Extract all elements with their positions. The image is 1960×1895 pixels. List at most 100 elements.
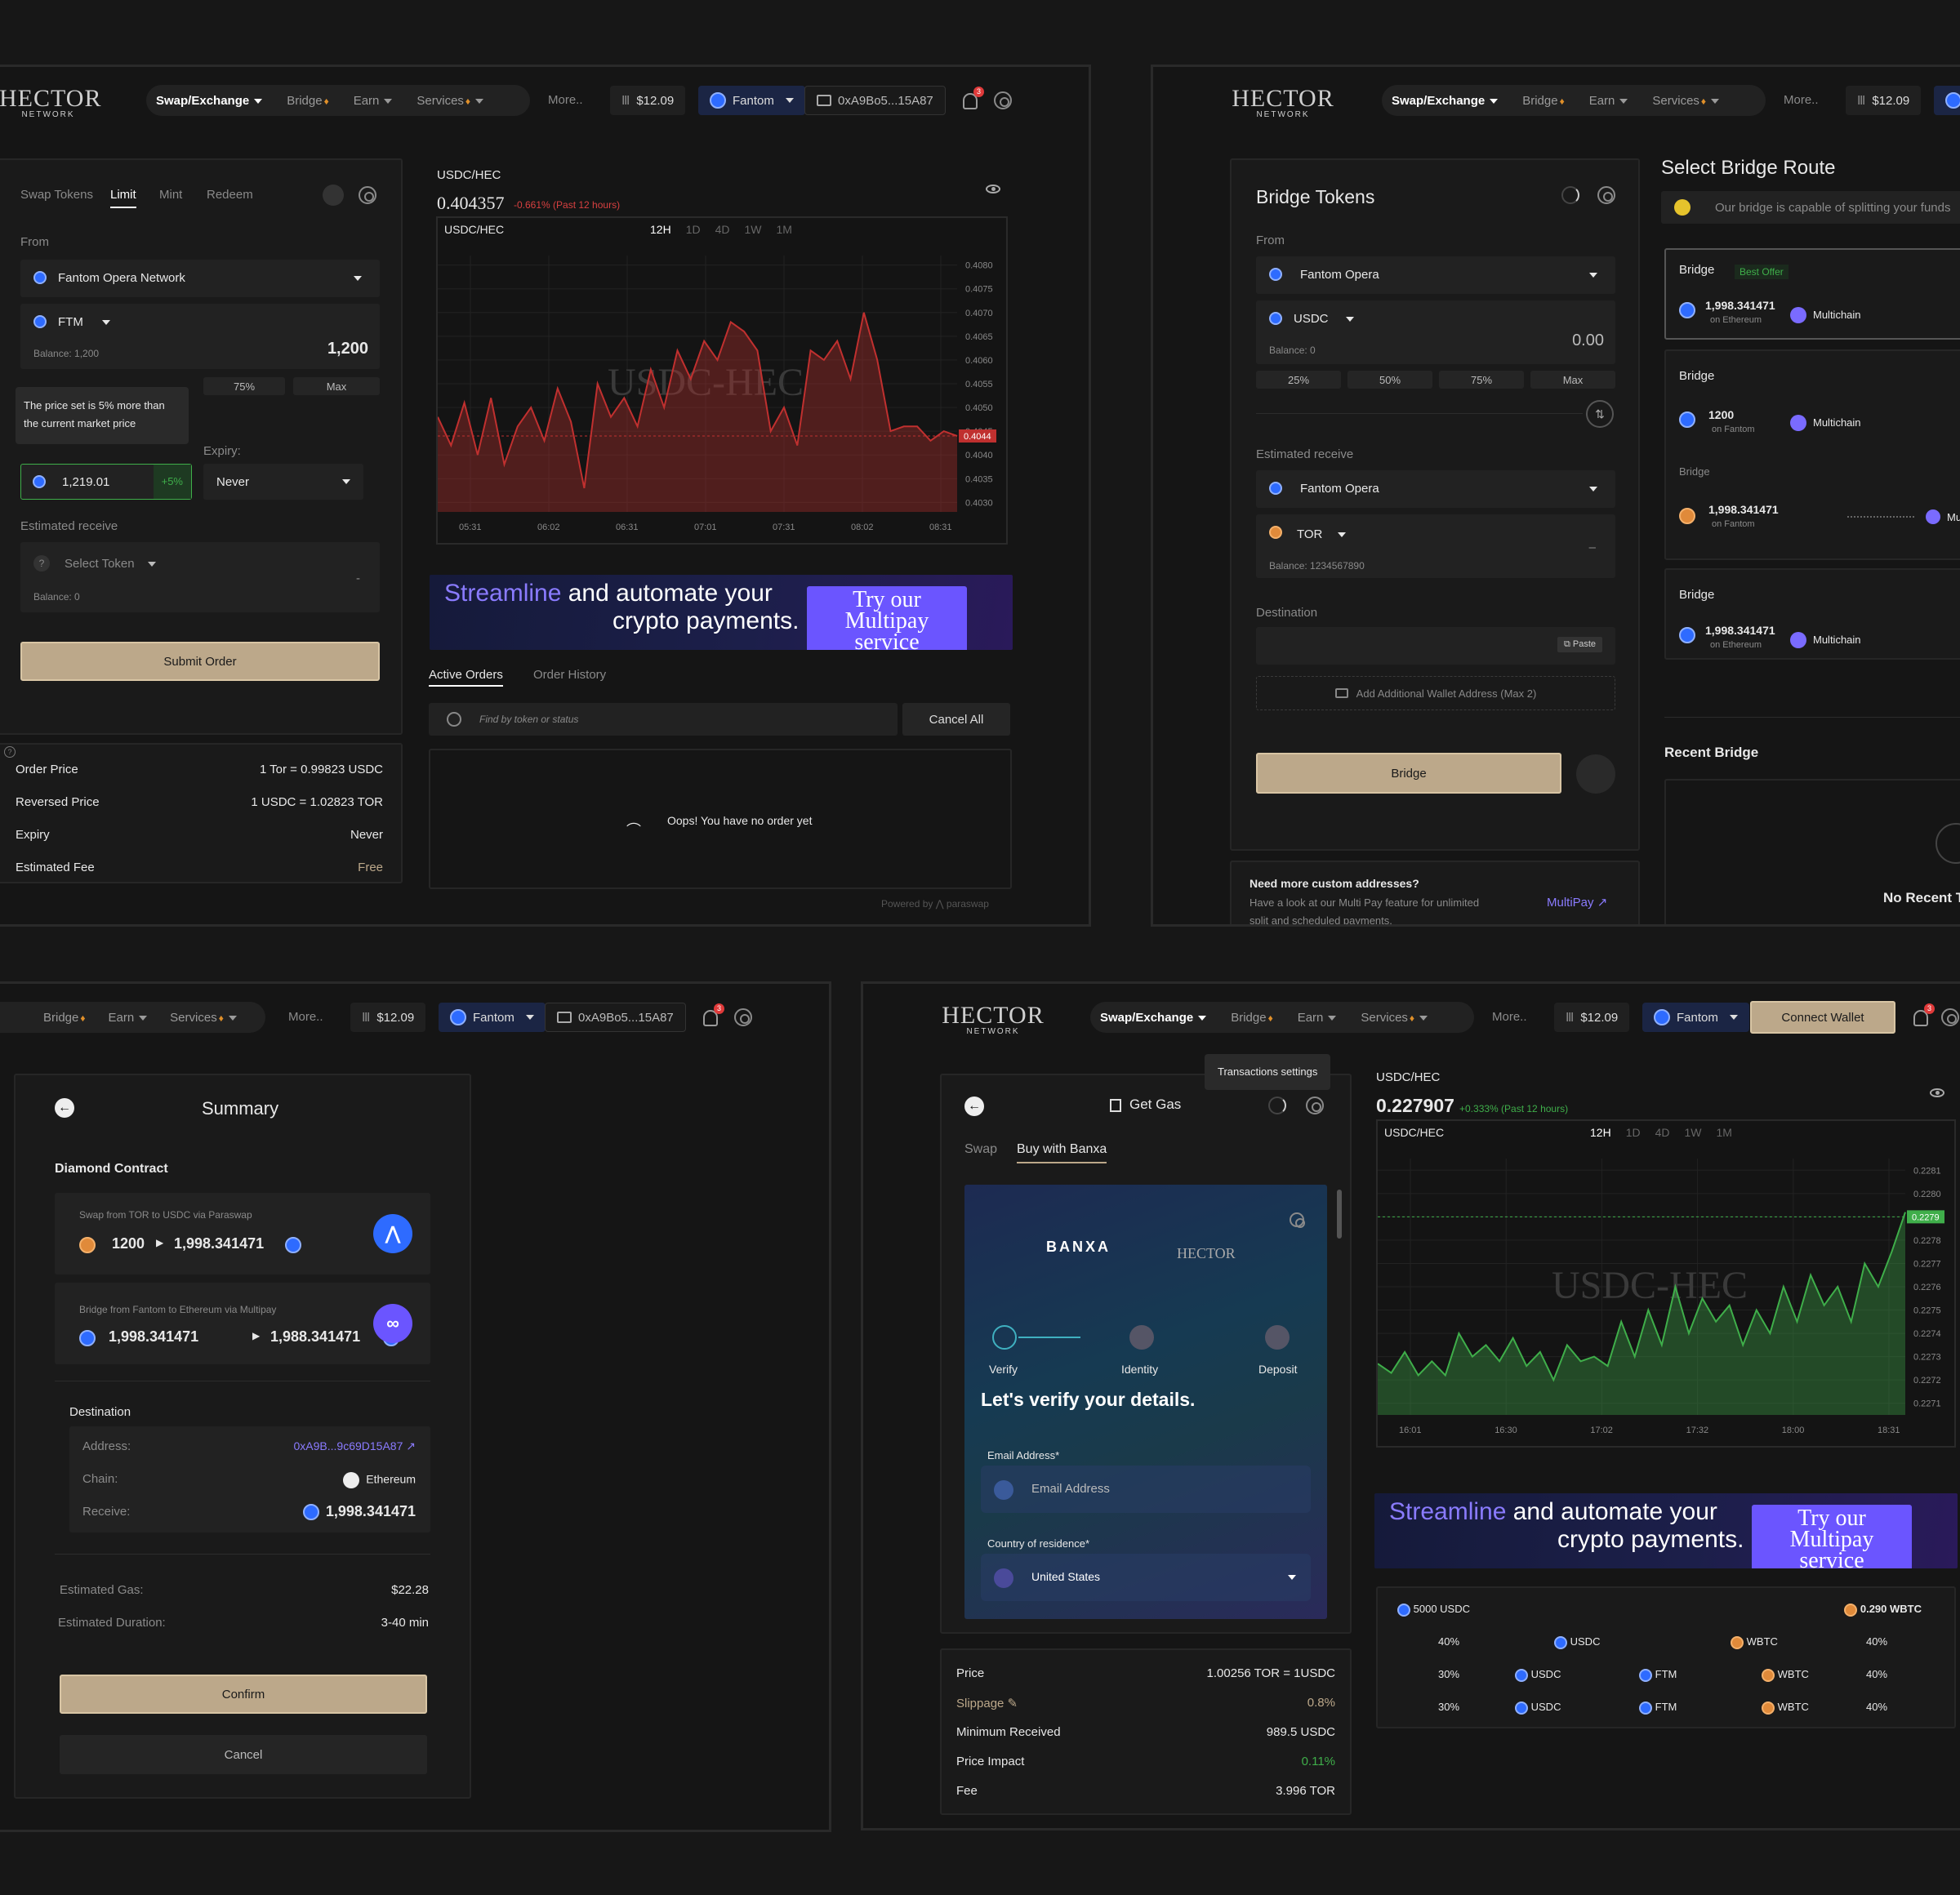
bridge-to-token[interactable]: TOR Balance: 1234567890 – [1256, 514, 1615, 578]
tab-limit[interactable]: Limit [110, 188, 136, 208]
range-12h[interactable]: 12H [650, 223, 671, 236]
route-card-3[interactable]: Bridge 1,998.341471 on Ethereum Multicha… [1664, 568, 1960, 660]
nav-more-d[interactable]: More.. [1492, 1010, 1527, 1024]
cancel-all-button[interactable]: Cancel All [902, 703, 1010, 736]
nav-more-b[interactable]: More.. [1784, 93, 1819, 107]
expiry-select[interactable]: Never [203, 464, 363, 500]
pair-label-b[interactable]: USDC/HEC [1376, 1070, 1441, 1084]
gas-icon[interactable] [323, 185, 344, 206]
nav-earn[interactable]: Earn [354, 94, 393, 108]
wallet-button[interactable]: 0xA9Bo5...15A87 [804, 86, 946, 115]
price-pct-badge: +5% [153, 465, 191, 499]
main-nav-d: Swap/Exchange Bridge ♦ Earn Services ♦ [1090, 1002, 1474, 1033]
bridge-to-network[interactable]: Fantom Opera [1256, 470, 1615, 508]
email-input[interactable]: Email Address [981, 1466, 1311, 1513]
network-select-b[interactable] [1934, 86, 1960, 115]
range-4d[interactable]: 4D [715, 223, 730, 236]
wallet-button-c[interactable]: 0xA9Bo5...15A87 [545, 1003, 686, 1032]
network-select[interactable]: Fantom [698, 86, 805, 115]
x-tick-label: 08:02 [851, 523, 874, 532]
price-chart-b: 0.2281 0.2280 0.2279 0.2278 0.2277 0.2276 0.22… [1378, 1159, 1944, 1435]
swap-settings-icon[interactable] [359, 186, 376, 204]
tab-mint[interactable]: Mint [159, 188, 183, 202]
confirm-button[interactable]: Confirm [60, 1675, 427, 1714]
network-select-d[interactable]: Fantom [1642, 1003, 1749, 1032]
hector-logo[interactable]: HECTOR NETWORK [0, 85, 102, 119]
slippage-edit[interactable]: Slippage ✎ [956, 1697, 1018, 1710]
settings-icon-d[interactable] [1941, 1008, 1959, 1026]
hector-logo-b[interactable]: HECTOR NETWORK [1232, 85, 1334, 119]
swap-direction-icon[interactable]: ⇅ [1586, 400, 1614, 428]
tab-active-orders[interactable]: Active Orders [429, 668, 503, 687]
tab-swap-gas[interactable]: Swap [964, 1142, 998, 1156]
back-icon-gas[interactable]: ← [964, 1097, 984, 1116]
tab-redeem[interactable]: Redeem [207, 188, 253, 202]
gas-info-panel: Price 1.00256 TOR = 1USDC Slippage ✎ 0.8… [940, 1648, 1352, 1815]
pair-price-b: 0.227907 [1376, 1095, 1454, 1116]
paste-button[interactable]: ⧉ Paste [1557, 637, 1602, 652]
nav-more[interactable]: More.. [548, 93, 583, 107]
range-1w[interactable]: 1W [744, 223, 762, 236]
pct-75[interactable]: 75% [203, 377, 285, 395]
connect-wallet-button[interactable]: Connect Wallet [1750, 1001, 1895, 1034]
range-1m[interactable]: 1M [776, 223, 792, 236]
nav-more-c[interactable]: More.. [288, 1010, 323, 1024]
custom-address-panel: Need more custom addresses? Have a look … [1230, 861, 1640, 924]
price-pill[interactable]: Ⅲ $12.09 [610, 86, 686, 115]
scrollbar[interactable] [1337, 1190, 1342, 1239]
price-pill-c[interactable]: Ⅲ $12.09 [350, 1003, 426, 1032]
bridge-settings-icon[interactable] [1597, 186, 1615, 204]
bell-icon-d[interactable]: 3 [1913, 1003, 1935, 1030]
eye-icon[interactable] [986, 183, 1000, 198]
back-icon[interactable]: ← [55, 1098, 74, 1118]
address-link[interactable]: 0xA9B...9c69D15A87 ↗ [293, 1439, 416, 1452]
current-price-tag [1907, 1210, 1944, 1224]
settings-icon-c[interactable] [734, 1008, 752, 1026]
bridge-from-network[interactable]: Fantom Opera [1256, 256, 1615, 294]
tab-buy-banxa[interactable]: Buy with Banxa [1017, 1142, 1107, 1163]
bell-icon-c[interactable]: 3 [703, 1003, 724, 1030]
submit-order-button[interactable]: Submit Order [20, 642, 380, 681]
destination-input[interactable]: ⧉ Paste [1256, 627, 1615, 665]
multipay-link[interactable]: MultiPay ↗ [1547, 896, 1608, 910]
gas-refuel-icon[interactable] [1576, 754, 1615, 794]
transactions-settings-icon[interactable] [1306, 1097, 1324, 1114]
from-network-select[interactable]: Fantom Opera Network [20, 260, 380, 297]
banxa-settings-icon[interactable] [1290, 1212, 1305, 1228]
multipay-banner-b[interactable]: Streamline and automate your crypto paym… [1374, 1493, 1958, 1568]
country-select[interactable]: United States [981, 1554, 1311, 1601]
route-card-split[interactable]: Bridge 1200 on Fantom Multichain Bridge … [1664, 349, 1960, 560]
bridge-from-token[interactable]: USDC Balance: 0 0.00 [1256, 300, 1615, 364]
receive-token-field[interactable]: ? Select Token Balance: 0 - [20, 542, 380, 612]
x-tick-label: 16:30 [1494, 1426, 1517, 1435]
nav-services[interactable]: Services ♦ [416, 94, 484, 108]
pair-label[interactable]: USDC/HEC [437, 168, 501, 182]
order-search[interactable]: Find by token or status [429, 703, 898, 736]
series-line [438, 312, 958, 489]
cancel-button[interactable]: Cancel [60, 1735, 427, 1774]
hector-logo-d[interactable]: HECTOR NETWORK [942, 1002, 1045, 1036]
price-pill-d[interactable]: Ⅲ $12.09 [1554, 1003, 1630, 1032]
multipay-banner-a[interactable]: Streamline and automate your crypto paym… [430, 575, 1013, 650]
add-wallet-button[interactable]: Add Additional Wallet Address (Max 2) [1256, 676, 1615, 710]
bridge-button[interactable]: Bridge [1256, 753, 1561, 794]
route-card-best[interactable]: Bridge Best Offer 1,998.341471 on Ethere… [1664, 248, 1960, 340]
tab-swap-tokens[interactable]: Swap Tokens [20, 188, 93, 202]
pct-max[interactable]: Max [293, 377, 380, 395]
tab-order-history[interactable]: Order History [533, 668, 607, 682]
bell-icon[interactable]: 3 [963, 87, 984, 113]
from-token-field[interactable]: FTM Balance: 1,200 1,200 [20, 304, 380, 369]
tx-settings-tooltip: Transactions settings [1205, 1054, 1331, 1090]
eye-icon-b[interactable] [1930, 1087, 1944, 1101]
range-1d[interactable]: 1D [685, 223, 701, 236]
settings-icon[interactable] [994, 91, 1012, 109]
limit-price-input[interactable]: 1,219.01 +5% [20, 464, 192, 500]
network-select-c[interactable]: Fantom [439, 1003, 546, 1032]
price-pill-b[interactable]: Ⅲ $12.09 [1846, 86, 1922, 115]
x-tick-label: 07:01 [694, 523, 717, 532]
nav-swap[interactable]: Swap/Exchange [156, 94, 263, 108]
frame-bridge: HECTOR NETWORK Swap/Exchange Bridge ♦ Earn… [1151, 65, 1960, 927]
price-tooltip: The price set is 5% more than the curren… [16, 387, 189, 444]
unknown-token-icon: ? [33, 555, 50, 572]
nav-bridge[interactable]: Bridge ♦ [287, 93, 329, 108]
